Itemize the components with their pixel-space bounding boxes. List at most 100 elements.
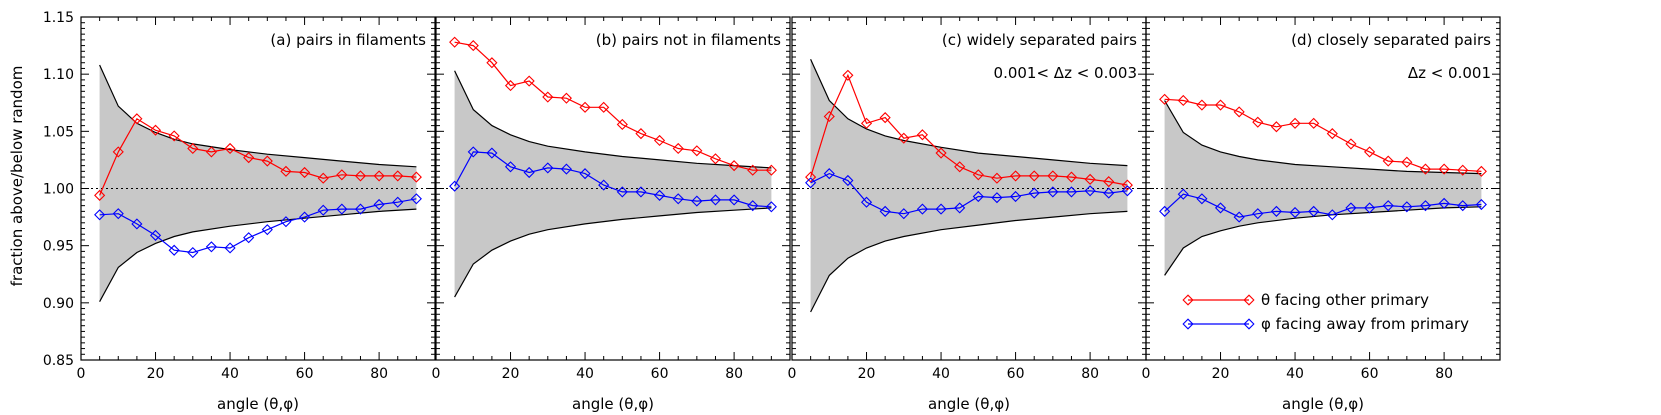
data-point-theta [261, 155, 273, 167]
data-point-theta [991, 172, 1003, 184]
series-phi [805, 168, 1133, 220]
x-tick-label: 20 [502, 366, 520, 382]
y-tick-label: 1.05 [43, 124, 74, 140]
x-tick-label: 20 [858, 366, 876, 382]
x-tick-label: 0 [788, 366, 797, 382]
legend-marker [1243, 294, 1255, 306]
x-tick-label: 40 [1286, 366, 1304, 382]
data-point-phi [560, 163, 572, 175]
x-tick-label: 20 [147, 366, 165, 382]
data-point-phi [635, 186, 647, 198]
legend-marker [1243, 318, 1255, 330]
data-point-theta [1308, 117, 1320, 129]
data-point-theta [1438, 163, 1450, 175]
data-point-phi [392, 196, 404, 208]
data-point-phi [504, 161, 517, 173]
data-point-phi [823, 168, 835, 180]
data-point-theta [823, 110, 835, 123]
series-theta [805, 69, 1133, 191]
data-point-theta [691, 145, 703, 157]
random-band [810, 59, 1128, 312]
x-tick-label: 80 [725, 366, 743, 382]
data-point-theta [842, 69, 854, 81]
data-point-theta [1177, 94, 1189, 107]
y-axis-label: fraction above/below random [8, 66, 26, 287]
data-point-phi [1382, 200, 1394, 212]
data-point-theta [523, 75, 535, 87]
data-point-theta [317, 172, 329, 184]
data-point-phi [149, 229, 162, 241]
data-point-phi [1121, 185, 1133, 197]
data-point-phi [1289, 206, 1301, 219]
data-point-phi [1438, 197, 1450, 209]
data-point-theta [805, 171, 817, 183]
data-point-theta [972, 169, 984, 181]
data-point-theta [94, 189, 106, 201]
data-point-phi [860, 196, 873, 208]
data-point-phi [224, 242, 236, 254]
data-point-phi [1308, 205, 1320, 217]
series-line-phi [810, 172, 1128, 215]
legend: θ facing other primary φ facing away from… [1182, 291, 1469, 333]
data-point-phi [842, 174, 854, 187]
band-upper-envelope [1164, 100, 1482, 175]
data-point-theta [1121, 179, 1133, 191]
data-point-phi [1419, 200, 1432, 212]
data-point-theta [542, 91, 554, 103]
panel-a: 0.85 0.90 0.95 1.00 1.05 1.10 1.15 0 20 40 60 80 ang… [43, 10, 436, 413]
x-tick-label: 80 [1081, 366, 1099, 382]
data-point-phi [486, 147, 498, 159]
data-point-theta [1065, 171, 1078, 183]
data-point-theta [747, 164, 759, 176]
data-point-theta [560, 92, 572, 104]
x-tick-label: 0 [1142, 366, 1151, 382]
panel-subtitle: Δz < 0.001 [1408, 64, 1491, 82]
data-point-phi [112, 208, 124, 220]
data-point-theta [1419, 163, 1432, 175]
data-point-phi [747, 200, 759, 212]
data-point-phi [1345, 202, 1357, 214]
x-axis-label: angle (θ,φ) [928, 395, 1010, 413]
data-point-theta [1214, 99, 1227, 111]
y-tick-label: 1.15 [43, 10, 74, 26]
data-point-theta [1028, 170, 1040, 182]
data-point-phi [1364, 202, 1376, 214]
data-point-theta [1196, 99, 1208, 111]
panel-d: 0 20 40 60 80 angle (θ,φ) (d) closely separate… [1142, 16, 1501, 413]
data-point-phi [1475, 198, 1487, 211]
band-lower-envelope [810, 210, 1128, 313]
x-axis-label: angle (θ,φ) [1282, 395, 1364, 413]
data-point-theta [336, 169, 348, 181]
data-point-theta [1457, 164, 1469, 176]
series-phi [449, 146, 777, 213]
data-point-theta [467, 40, 479, 52]
data-point-phi [410, 193, 422, 205]
panel-title: (a) pairs in filaments [270, 31, 426, 49]
legend-marker [1182, 294, 1194, 306]
series-theta [449, 36, 777, 176]
series-phi [94, 193, 422, 259]
data-point-phi [616, 186, 628, 198]
x-tick-label: 40 [932, 366, 950, 382]
random-band [99, 65, 417, 302]
y-tick-label: 0.85 [43, 353, 74, 369]
data-point-theta [168, 130, 180, 142]
data-point-theta [1047, 170, 1059, 182]
data-point-phi [1457, 200, 1469, 212]
data-point-theta [916, 129, 928, 141]
data-point-theta [598, 101, 610, 113]
data-point-phi [1103, 187, 1115, 199]
data-point-theta [935, 147, 947, 159]
data-point-theta [131, 113, 143, 125]
data-point-phi [579, 168, 591, 180]
data-point-phi [728, 194, 740, 206]
data-point-theta [654, 134, 666, 147]
data-point-phi [336, 203, 348, 215]
x-axis-label: angle (θ,φ) [572, 395, 654, 413]
data-point-phi [879, 205, 891, 217]
data-point-phi [187, 246, 199, 259]
band-lower-envelope [454, 207, 772, 298]
data-point-theta [1270, 121, 1282, 133]
data-point-theta [280, 165, 292, 177]
